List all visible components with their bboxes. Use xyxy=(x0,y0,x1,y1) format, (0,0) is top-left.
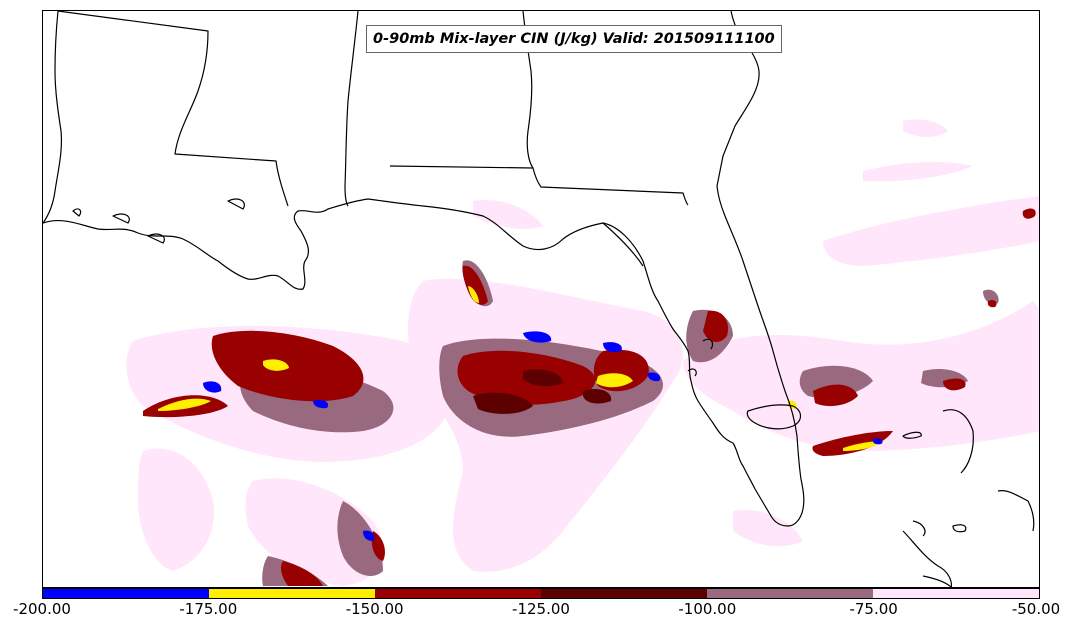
colorbar-segment xyxy=(375,589,541,598)
coastlines-and-borders xyxy=(43,11,1035,587)
colorbar-tick-label: -175.00 xyxy=(179,600,238,618)
colorbar-tick-label: -100.00 xyxy=(678,600,737,618)
cin-map xyxy=(43,11,1039,587)
map-title: 0-90mb Mix-layer CIN (J/kg) Valid: 20150… xyxy=(366,25,782,53)
colorbar-tick-label: -200.00 xyxy=(13,600,71,618)
cin-shading-darkred xyxy=(473,369,612,414)
colorbar-tick-label: -75.00 xyxy=(849,600,898,618)
colorbar-segment xyxy=(209,589,375,598)
colorbar-segment xyxy=(873,589,1039,598)
cin-shading-blue xyxy=(203,331,883,541)
colorbar xyxy=(42,588,1040,599)
colorbar-tick-label: -50.00 xyxy=(1011,600,1061,618)
cin-shading-red xyxy=(143,208,1036,586)
colorbar-tick-label: -150.00 xyxy=(345,600,404,618)
map-panel: 0-90mb Mix-layer CIN (J/kg) Valid: 20150… xyxy=(42,10,1040,588)
colorbar-segment xyxy=(707,589,873,598)
colorbar-segment xyxy=(541,589,707,598)
colorbar-segment xyxy=(43,589,209,598)
colorbar-tick-label: -125.00 xyxy=(512,600,570,618)
